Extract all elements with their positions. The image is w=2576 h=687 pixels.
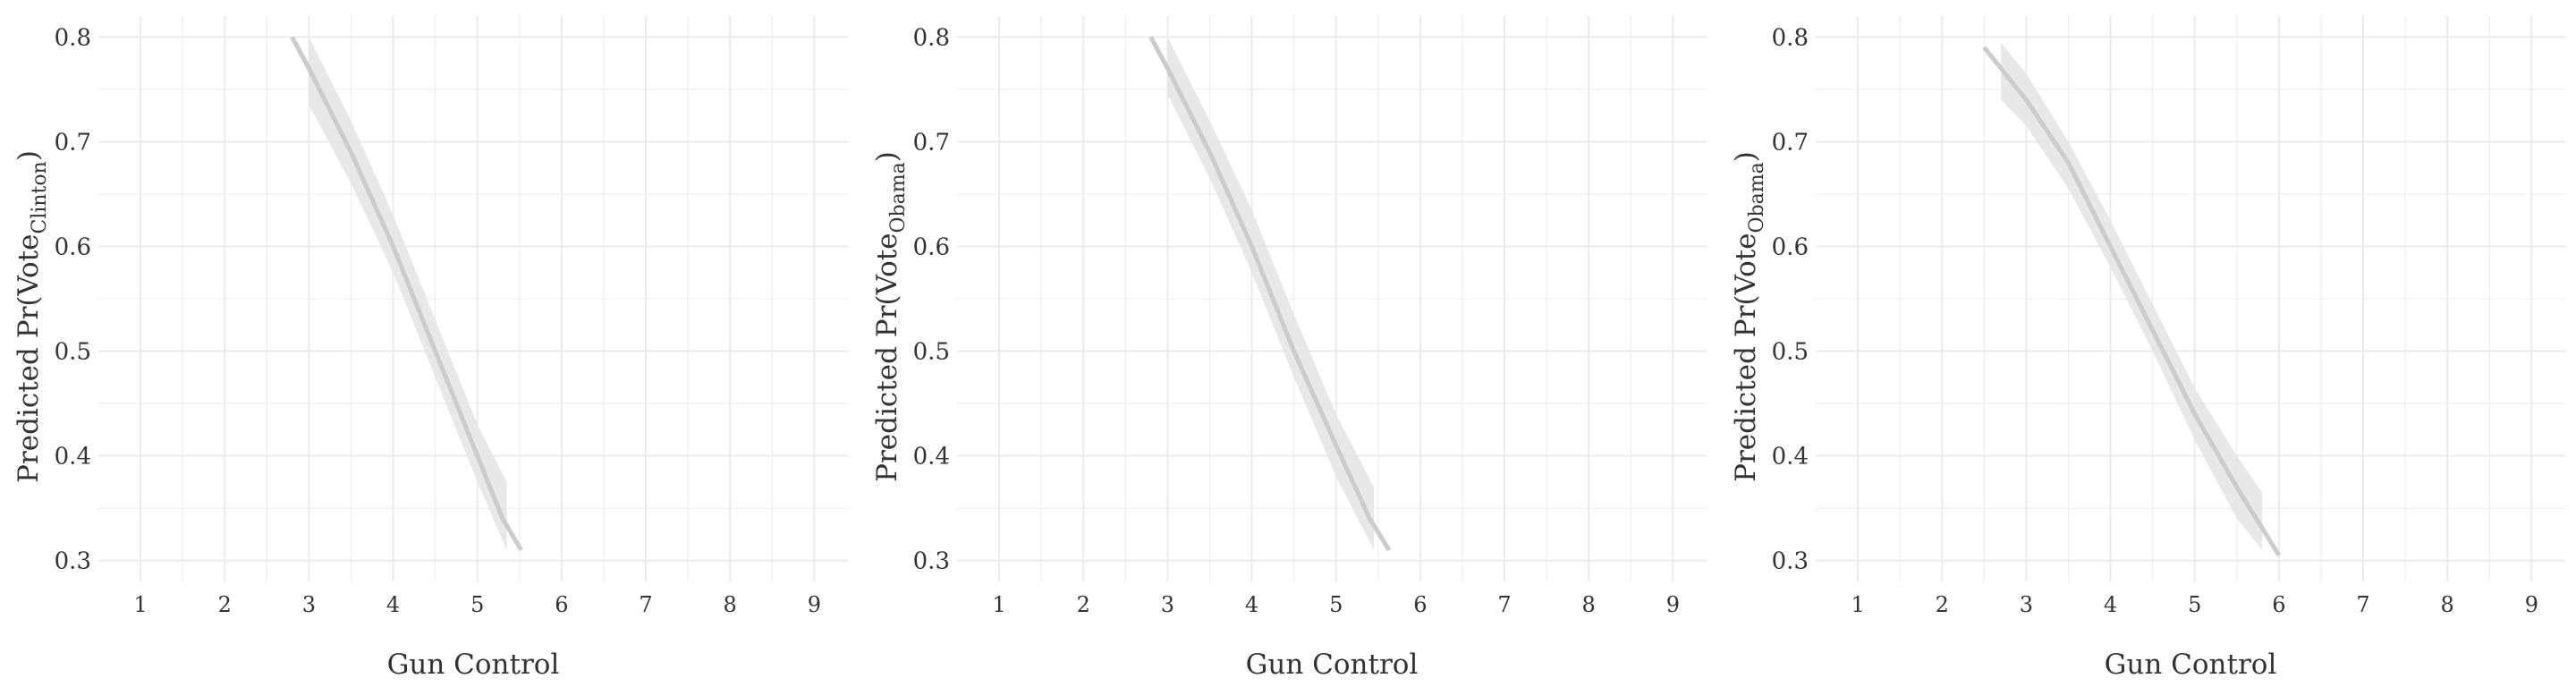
y-tick-label: 0.3	[1772, 548, 1809, 575]
y-axis-label: Predicted Pr(VoteObama)	[871, 151, 910, 482]
series-line-1	[1148, 36, 1392, 552]
y-tick-label: 0.5	[913, 339, 950, 366]
y-tick-label: 0.6	[55, 233, 91, 260]
y-tick-label: 0.4	[55, 444, 91, 471]
y-axis-label-subscript: Obama	[887, 162, 910, 233]
x-tick-label: 2	[1077, 592, 1090, 617]
grid	[1816, 16, 2565, 581]
y-axis-label: Predicted Pr(VoteClinton)	[13, 150, 51, 483]
x-tick-label: 6	[2272, 592, 2285, 617]
x-tick-label: 8	[724, 592, 737, 617]
x-tick-label: 7	[1497, 592, 1511, 617]
y-tick-label: 0.8	[55, 24, 91, 51]
x-tick-label: 2	[1936, 592, 1949, 617]
x-axis-label: Gun Control	[2105, 649, 2277, 681]
x-tick-label: 9	[2525, 592, 2538, 617]
y-axis-label: Predicted Pr(VoteObama)	[1730, 151, 1768, 482]
x-tick-label: 7	[639, 592, 652, 617]
x-tick-label: 1	[133, 592, 147, 617]
x-tick-label: 5	[2188, 592, 2201, 617]
y-axis-label-prefix: Predicted Pr(Vote	[13, 234, 45, 483]
x-tick-label: 9	[1666, 592, 1680, 617]
grid	[957, 16, 1707, 581]
confidence-band	[2001, 42, 2263, 550]
y-tick-label: 0.4	[913, 444, 950, 471]
series-line-1	[1982, 46, 2281, 557]
x-tick-label: 5	[1329, 592, 1343, 617]
y-tick-label: 0.6	[1772, 233, 1809, 260]
y-axis-label-suffix: )	[13, 150, 45, 161]
y-tick-label: 0.3	[913, 548, 950, 575]
chart-panel-2: 1 2 3 4 5 6 7 8 9 0.3 0.4 0.5 0.6 0.7 0.8 Gun Control Pr…	[871, 16, 1707, 681]
x-tick-label: 3	[1161, 592, 1174, 617]
y-axis-label-prefix: Predicted Pr(Vote	[871, 233, 903, 481]
y-tick-label: 0.5	[55, 339, 91, 366]
x-tick-label: 6	[555, 592, 568, 617]
chart-panel-1: 1 2 3 4 5 6 7 8 9 0.3 0.4 0.5 0.6 0.7 0.8 Gun Control Pr…	[13, 16, 848, 681]
y-tick-label: 0.6	[913, 233, 950, 260]
x-tick-label: 8	[1582, 592, 1596, 617]
x-tick-label: 6	[1413, 592, 1427, 617]
x-tick-label: 4	[386, 592, 400, 617]
y-tick-label: 0.4	[1772, 444, 1809, 471]
y-tick-label: 0.8	[1772, 24, 1809, 51]
y-tick-label: 0.8	[913, 24, 950, 51]
y-axis-label-subscript: Obama	[1746, 162, 1768, 233]
x-tick-label: 4	[2104, 592, 2117, 617]
y-tick-label: 0.7	[913, 129, 950, 156]
x-tick-label: 1	[992, 592, 1005, 617]
x-tick-label: 2	[218, 592, 232, 617]
y-tick-label: 0.7	[1772, 129, 1809, 156]
x-tick-label: 4	[1245, 592, 1258, 617]
y-tick-label: 0.7	[55, 129, 91, 156]
x-tick-label: 3	[302, 592, 316, 617]
grid	[98, 16, 848, 581]
x-axis-label: Gun Control	[387, 649, 560, 681]
x-tick-label: 9	[808, 592, 821, 617]
y-axis-label-suffix: )	[871, 151, 903, 162]
series-line-1	[290, 36, 523, 552]
chart-panel-3: 1 2 3 4 5 6 7 8 9 0.3 0.4 0.5 0.6 0.7 0.8 Gun Control Pr…	[1730, 16, 2565, 681]
x-tick-label: 8	[2441, 592, 2454, 617]
x-axis-label: Gun Control	[1246, 649, 1419, 681]
y-axis-label-prefix: Predicted Pr(Vote	[1730, 233, 1762, 481]
x-tick-label: 5	[470, 592, 484, 617]
x-tick-label: 7	[2356, 592, 2369, 617]
y-tick-label: 0.5	[1772, 339, 1809, 366]
x-tick-label: 3	[2020, 592, 2033, 617]
y-tick-label: 0.3	[55, 548, 91, 575]
x-tick-label: 1	[1851, 592, 1864, 617]
y-axis-label-subscript: Clinton	[29, 161, 51, 233]
y-axis-label-suffix: )	[1730, 151, 1762, 162]
